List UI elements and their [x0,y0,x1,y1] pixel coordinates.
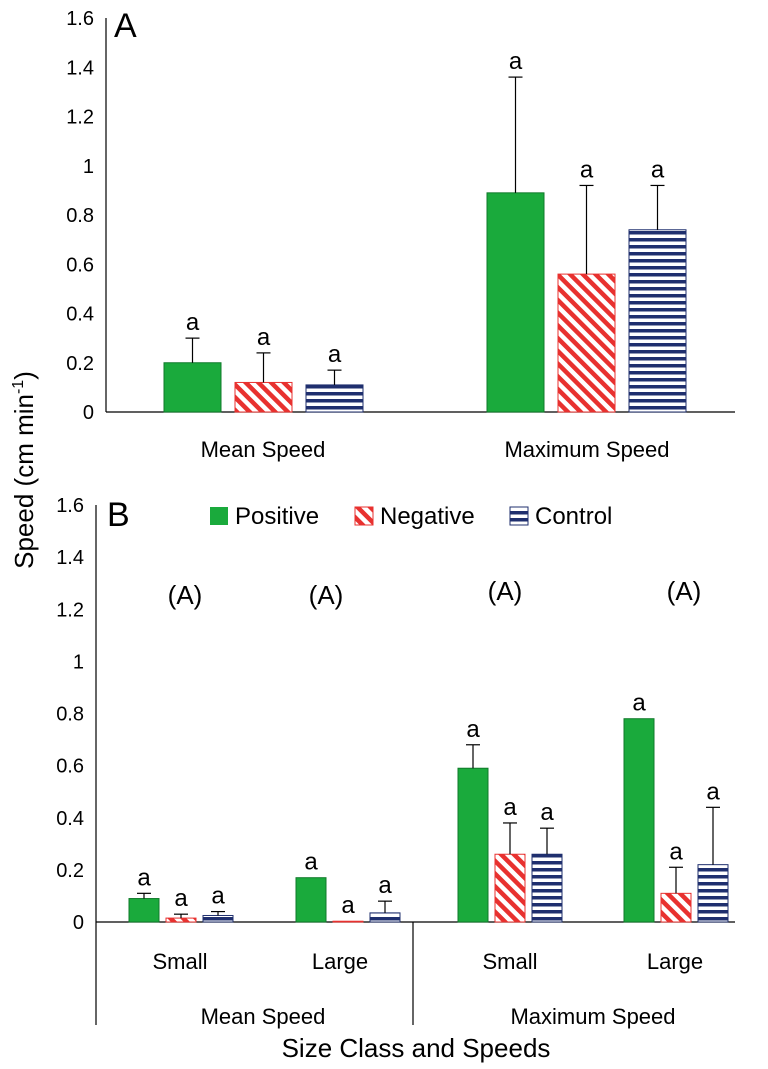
panel-b-y-tick-label-6: 1.2 [56,599,84,621]
panel-b-significance-negative-3: a [669,838,683,865]
panel-a-y-tick-label-2: 0.4 [66,304,94,326]
legend-label-negative: Negative [380,503,475,530]
panel-b-significance-control-2: a [540,799,554,826]
panel-b-bar-control-1 [369,912,401,923]
y-axis-title-superscript: -1 [10,380,27,394]
panel-b-label: B [107,496,130,534]
panel-b-bar-negative-1 [332,920,364,923]
panel-a-y-tick-label-4: 0.8 [66,205,94,227]
panel-a-bar-control-0 [305,384,364,413]
panel-a-y-tick-label-8: 1.6 [66,8,94,30]
panel-b-y-tick-label-0: 0 [73,912,84,934]
panel-b-significance-control-3: a [706,778,720,805]
panel-a-bars: a a a a a a [163,48,687,413]
panel-b-bar-negative-3 [660,892,692,923]
panel-a-y-tick-label-6: 1.2 [66,107,94,129]
panel-b-bar-positive-0 [128,898,160,923]
panel-a-category-label-1: Maximum Speed [504,437,669,462]
panel-b-bar-positive-2 [457,767,489,923]
y-axis-title-main: Speed (cm min [9,394,39,569]
panel-b-bar-positive-1 [295,877,327,923]
panel-b-y-tick-label-2: 0.4 [56,808,84,830]
panel-a-y-ticks: 0 0.2 0.4 0.6 0.8 1 1.2 1.4 1.6 [66,8,94,424]
panel-b-y-ticks: 0 0.2 0.4 0.6 0.8 1 1.2 1.4 1.6 [56,495,84,934]
panel-a-significance-negative-1: a [580,156,594,183]
panel-b-category-label-2: Small [482,949,537,974]
panel-b-significance-negative-0: a [174,885,188,912]
legend-swatch-negative [354,506,374,526]
y-axis-title: Speed (cm min-1) [9,371,39,569]
panel-a-significance-positive-1: a [509,48,523,75]
panel-a-label: A [114,7,137,45]
panel-b-bar-control-0 [202,914,234,923]
panel-b-significance-positive-1: a [304,849,318,876]
panel-a-y-tick-label-5: 1 [83,156,94,178]
panel-a-significance-control-1: a [651,156,665,183]
panel-a-y-tick-label-3: 0.6 [66,254,94,276]
legend-label-control: Control [535,503,612,530]
panel-a-y-tick-label-0: 0 [83,402,94,424]
panel-a-y-tick-label-7: 1.4 [66,57,94,79]
panel-b-category-label-3: Large [647,949,703,974]
panel-b-y-tick-label-7: 1.4 [56,547,84,569]
x-axis-title: Size Class and Speeds [282,1033,551,1063]
panel-a: 0 0.2 0.4 0.6 0.8 1 1.2 1.4 1.6 A a a a a a a Mean Sp… [66,7,735,462]
panel-a-bar-negative-1 [557,273,616,413]
panel-b-bar-negative-2 [494,853,526,923]
panel-b-group-label-1: Maximum Speed [510,1004,675,1029]
y-axis-title-close: ) [9,371,39,380]
legend-swatch-control [509,506,529,526]
panel-b-annotation-1: (A) [309,580,344,610]
panel-b-y-tick-label-3: 0.6 [56,756,84,778]
panel-b-group-label-0: Mean Speed [201,1004,326,1029]
panel-b-y-tick-label-5: 1 [73,651,84,673]
panel-b-annotation-0: (A) [168,580,203,610]
panel-b-bar-negative-0 [165,917,197,923]
panel-a-bar-positive-0 [163,362,222,413]
panel-a-significance-control-0: a [328,341,342,368]
panel-b-significance-positive-2: a [466,716,480,743]
panel-b-bar-control-2 [531,853,563,923]
panel-a-bar-positive-1 [486,192,545,413]
panel-b-annotation-2: (A) [488,576,523,606]
panel-a-y-tick-label-1: 0.2 [66,353,94,375]
panel-a-bar-control-1 [628,229,687,413]
panel-a-bar-negative-0 [234,381,293,413]
panel-a-significance-negative-0: a [257,324,271,351]
panel-b-bar-control-3 [697,864,729,923]
panel-b-category-label-0: Small [152,949,207,974]
legend-label-positive: Positive [235,503,319,530]
legend: Positive Negative Control [210,503,612,530]
panel-b-y-tick-label-1: 0.2 [56,860,84,882]
panel-b-bar-positive-3 [623,718,655,923]
panel-b-category-label-1: Large [312,949,368,974]
legend-swatch-positive [210,507,228,525]
panel-b-significance-control-0: a [211,883,225,910]
panel-b-significance-positive-0: a [137,864,151,891]
panel-b-significance-negative-1: a [341,892,355,919]
panel-b-y-tick-label-8: 1.6 [56,495,84,517]
panel-b-significance-negative-2: a [503,794,517,821]
panel-b-annotation-3: (A) [667,576,702,606]
panel-a-category-label-0: Mean Speed [201,437,326,462]
panel-b-y-tick-label-4: 0.8 [56,704,84,726]
panel-a-significance-positive-0: a [186,309,200,336]
panel-b-significance-positive-3: a [632,690,646,717]
panel-b-significance-control-1: a [378,872,392,899]
